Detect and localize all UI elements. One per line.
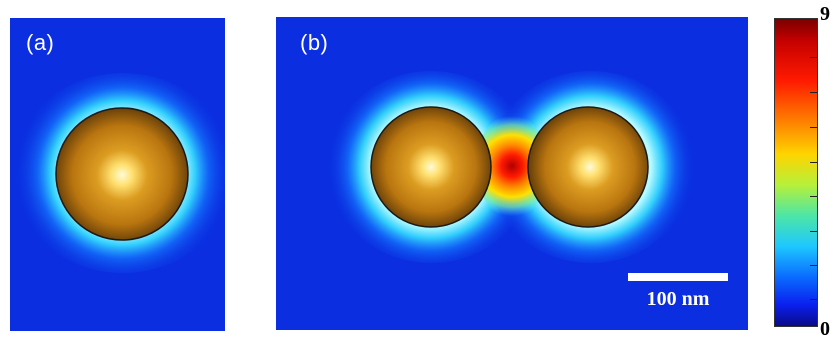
panel-b-particle-dimer: (b) 100 nm <box>276 17 748 330</box>
colorbar-tick <box>810 57 817 58</box>
colorbar-min-label: 0 <box>820 318 830 340</box>
colorbar-tick <box>810 231 817 232</box>
colorbar-tick <box>810 265 817 266</box>
field-map-b <box>276 17 748 330</box>
colorbar-tick <box>810 162 817 163</box>
colorbar-tick <box>810 127 817 128</box>
scale-bar-label: 100 nm <box>646 288 710 310</box>
panel-label-b: (b) <box>300 30 329 55</box>
panel-a-single-particle: (a) <box>10 18 225 331</box>
colorbar-max-label: 9 <box>820 3 830 25</box>
colorbar <box>774 18 818 327</box>
gap-hot-spot <box>476 114 548 218</box>
field-map-a <box>10 18 225 331</box>
nanoparticle-left <box>370 106 492 228</box>
nanoparticle-right <box>527 106 649 228</box>
panel-label-a: (a) <box>26 30 55 55</box>
nanoparticle <box>55 107 189 241</box>
scale-bar <box>628 273 728 281</box>
colorbar-tick <box>810 92 817 93</box>
colorbar-tick <box>810 196 817 197</box>
colorbar-tick <box>810 299 817 300</box>
